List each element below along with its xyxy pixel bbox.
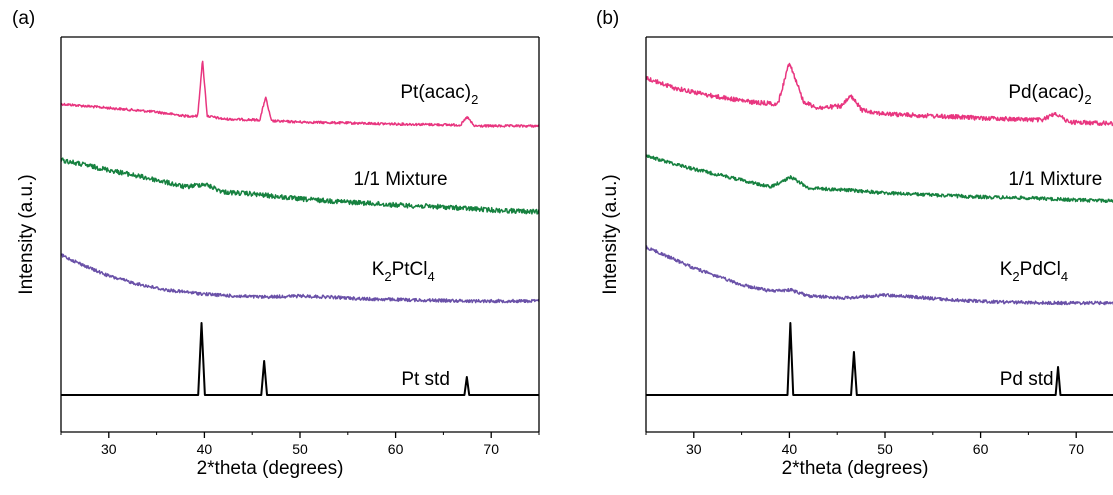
x-tick-label: 60 [388, 441, 404, 457]
y-axis-title: Intensity (a.u.) [600, 174, 621, 294]
series-label-subscript: 2 [1084, 92, 1091, 107]
x-tick-label: 40 [782, 441, 798, 457]
x-tick-label: 60 [973, 441, 989, 457]
series-label-text: Pd(acac) [1008, 82, 1084, 103]
x-tick-label: 50 [292, 441, 308, 457]
series-line [646, 322, 1113, 396]
series-label-text: K [372, 259, 385, 280]
x-tick-label: 50 [877, 441, 893, 457]
series-line [61, 322, 539, 396]
x-tick-label: 30 [686, 441, 702, 457]
x-axis-title: 2*theta (degrees) [782, 458, 929, 479]
series-label-subscript: 2 [1012, 269, 1019, 284]
panel-label: (b) [596, 8, 619, 29]
series-line [646, 245, 1113, 306]
series-label-text: PdCl [1020, 259, 1061, 280]
x-tick-label: 70 [483, 441, 499, 457]
x-tick-label: 30 [101, 441, 117, 457]
series-line [646, 62, 1113, 127]
series-label-text: Pt std [401, 369, 450, 390]
series-line [61, 157, 539, 215]
chart-panel: 30 40 50 60 70 2*theta (degrees) Intensity (a.… [12, 8, 540, 479]
series-label-text: 1/1 Mixture [1008, 169, 1102, 190]
series-label-subscript: 4 [428, 269, 435, 284]
series-label: K2PdCl4 [1000, 259, 1068, 284]
panel-label: (a) [12, 8, 35, 29]
series-label: Pd std [1000, 369, 1054, 390]
series-label: 1/1 Mixture [1008, 169, 1102, 190]
series-label: Pt(acac)2 [400, 82, 478, 107]
series-label: Pd(acac)2 [1008, 82, 1091, 107]
series-label-text: PtCl [392, 259, 428, 280]
series-label: Pt std [401, 369, 450, 390]
y-axis-title: Intensity (a.u.) [16, 174, 37, 294]
series-label-subscript: 4 [1061, 269, 1068, 284]
series-label: K2PtCl4 [372, 259, 435, 284]
x-tick-label: 40 [197, 441, 213, 457]
series-line [61, 60, 539, 128]
series-label-subscript: 2 [384, 269, 391, 284]
series-label: 1/1 Mixture [354, 169, 448, 190]
series-label-text: Pt(acac) [400, 82, 471, 103]
series-line [61, 253, 539, 304]
x-axis-title: 2*theta (degrees) [197, 458, 344, 479]
series-label-subscript: 2 [471, 92, 478, 107]
series-label-text: 1/1 Mixture [354, 169, 448, 190]
x-tick-label: 70 [1068, 441, 1084, 457]
series-label-text: Pd std [1000, 369, 1054, 390]
chart-panel: 30 40 50 60 70 2*theta (degrees) Intensity (a.… [596, 8, 1113, 479]
series-line [646, 154, 1113, 204]
series-label-text: K [1000, 259, 1013, 280]
